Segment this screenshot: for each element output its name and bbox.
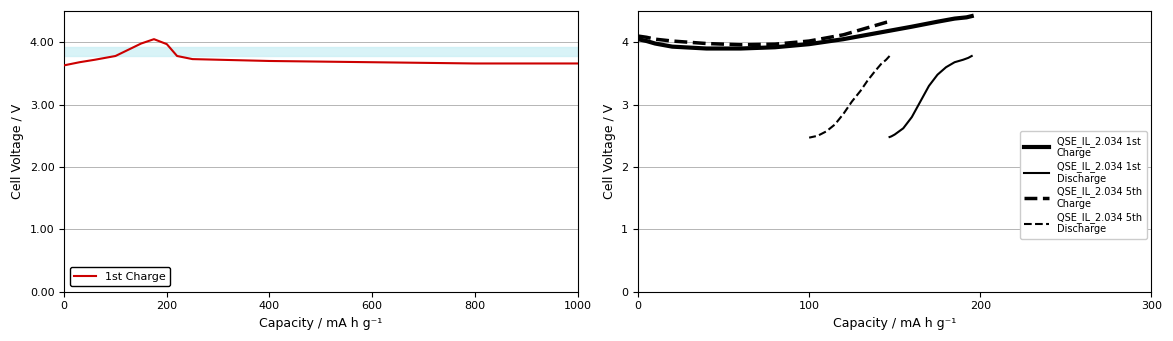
Legend: QSE_IL_2.034 1st
Charge, QSE_IL_2.034 1st
Discharge, QSE_IL_2.034 5th
Charge, QS: QSE_IL_2.034 1st Charge, QSE_IL_2.034 1s… bbox=[1019, 131, 1146, 239]
Y-axis label: Cell Voltage / V: Cell Voltage / V bbox=[11, 104, 25, 199]
X-axis label: Capacity / mA h g⁻¹: Capacity / mA h g⁻¹ bbox=[833, 317, 956, 330]
X-axis label: Capacity / mA h g⁻¹: Capacity / mA h g⁻¹ bbox=[259, 317, 382, 330]
Y-axis label: Cell Voltage / V: Cell Voltage / V bbox=[603, 104, 616, 199]
Legend: 1st Charge: 1st Charge bbox=[69, 267, 170, 286]
Bar bbox=[65, 47, 577, 56]
